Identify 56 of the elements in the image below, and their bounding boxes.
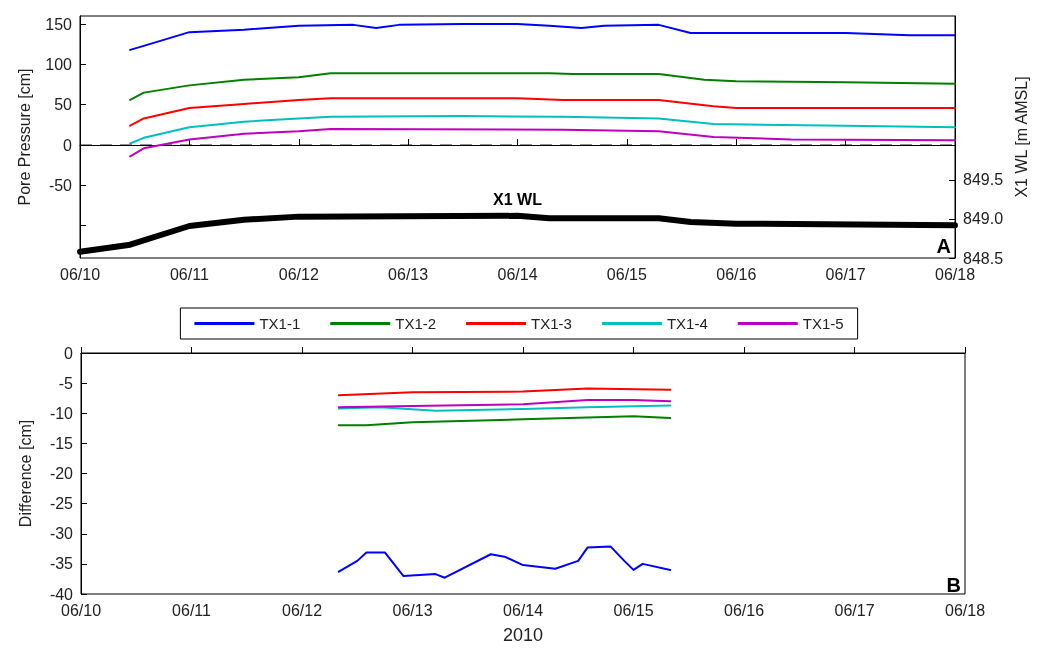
y-tick-label: -10 bbox=[49, 404, 74, 422]
line-series bbox=[337, 415, 672, 427]
y-tick-label: -15 bbox=[49, 434, 74, 452]
x-tick-label: 06/14 bbox=[502, 601, 544, 619]
y-tick-label: -30 bbox=[49, 525, 74, 543]
x-tick-label: 06/12 bbox=[278, 265, 319, 283]
x-tick-label: 06/16 bbox=[716, 265, 757, 283]
line-series bbox=[337, 399, 672, 409]
line-series bbox=[129, 23, 956, 51]
line-series bbox=[129, 97, 956, 127]
legend-label: TX1-3 bbox=[531, 315, 572, 332]
y-axis-title: Pore Pressure [cm] bbox=[15, 68, 33, 206]
x-tick-label: 06/18 bbox=[944, 601, 986, 619]
x-tick-label: 06/14 bbox=[497, 265, 538, 283]
y-tick-label: 0 bbox=[64, 344, 74, 362]
y-tick-label: -40 bbox=[49, 585, 74, 603]
annotation: A bbox=[936, 235, 952, 257]
legend-label: TX1-4 bbox=[666, 315, 708, 332]
y-tick-label: -25 bbox=[49, 495, 74, 513]
x-tick-label: 06/10 bbox=[60, 601, 102, 619]
x-tick-label: 06/10 bbox=[59, 265, 101, 283]
x-tick-label: 06/11 bbox=[172, 601, 212, 619]
legend-label: TX1-1 bbox=[259, 315, 301, 332]
line-series bbox=[337, 545, 672, 579]
series-label: X1 WL bbox=[493, 191, 543, 209]
x-tick-label: 06/17 bbox=[834, 601, 875, 619]
x-tick-label: 06/16 bbox=[723, 601, 765, 619]
y-tick-label: 50 bbox=[54, 96, 73, 114]
x-tick-label: 06/17 bbox=[825, 265, 866, 283]
annotation: B bbox=[946, 574, 962, 596]
y2-axis-title: X1 WL [m AMSL] bbox=[1013, 76, 1031, 198]
y-tick-label: 100 bbox=[45, 55, 73, 73]
x-tick-label: 06/12 bbox=[281, 601, 323, 619]
x-tick-label: 06/18 bbox=[934, 265, 976, 283]
y-tick-label: -5 bbox=[58, 374, 74, 392]
x-tick-label: 06/15 bbox=[606, 265, 647, 283]
y2-tick-label: 849.5 bbox=[963, 171, 1004, 189]
line-series bbox=[129, 115, 956, 145]
x-axis-title: 2010 bbox=[502, 625, 544, 645]
line-series bbox=[129, 72, 956, 101]
x-tick-label: 06/13 bbox=[392, 601, 433, 619]
legend-label: TX1-5 bbox=[802, 315, 844, 332]
x-tick-label: 06/11 bbox=[169, 265, 209, 283]
x-tick-label: 06/13 bbox=[388, 265, 429, 283]
y-tick-label: 150 bbox=[45, 15, 73, 33]
legend-label: TX1-2 bbox=[395, 315, 437, 332]
y-tick-label: -50 bbox=[48, 176, 73, 194]
y2-tick-label: 848.5 bbox=[963, 249, 1004, 267]
y-tick-label: -35 bbox=[49, 555, 74, 573]
y-tick-label: 0 bbox=[63, 136, 73, 154]
y2-tick-label: 849.0 bbox=[963, 210, 1004, 228]
x-tick-label: 06/15 bbox=[613, 601, 654, 619]
y-axis-title: Difference [cm] bbox=[16, 419, 34, 528]
y-tick-label: -20 bbox=[49, 465, 74, 482]
line-series bbox=[129, 127, 956, 158]
line-series bbox=[337, 387, 672, 397]
